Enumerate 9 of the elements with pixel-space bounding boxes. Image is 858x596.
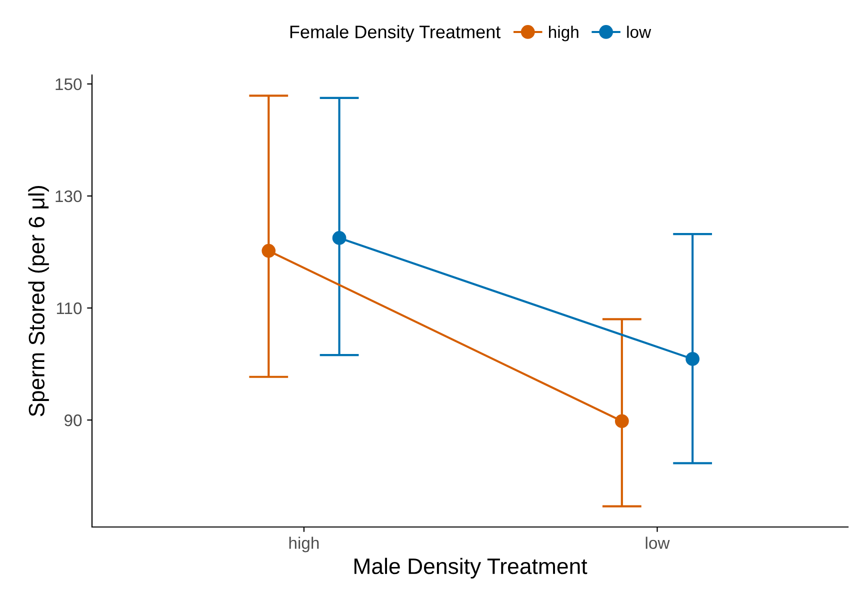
y-tick-label: 110 xyxy=(56,302,82,314)
legend-label: low xyxy=(627,26,652,38)
y-tick-label: 150 xyxy=(56,78,82,90)
y-tick-label: 90 xyxy=(64,414,82,426)
y-axis-title: Sperm Stored (per 6 μl) xyxy=(28,186,49,416)
legend-label: high xyxy=(549,26,578,42)
x-axis-title: Male Density Treatment xyxy=(354,558,588,579)
y-tick-label: 130 xyxy=(56,190,82,202)
legend-title: Female Density Treatment xyxy=(290,25,501,42)
